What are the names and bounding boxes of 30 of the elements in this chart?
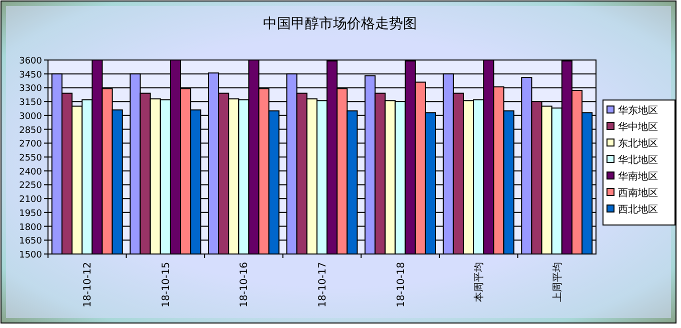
y-tick-label: 2250 (19, 181, 42, 192)
y-tick-label: 1500 (19, 250, 42, 260)
legend-label: 华北地区 (618, 154, 658, 166)
y-tick-label: 2400 (19, 167, 42, 178)
y-tick-label: 3150 (19, 98, 42, 108)
x-tick-label: 上周平均 (551, 262, 564, 302)
y-tick-label: 1650 (19, 236, 42, 247)
x-tick-label: 18-10-16 (239, 262, 250, 308)
y-tick-label: 2100 (19, 195, 42, 206)
x-tick-label: 18-10-18 (396, 262, 407, 308)
chart-title: 中国甲醇市场价格走势图 (263, 16, 417, 32)
y-tick-label: 3000 (19, 112, 42, 122)
legend-label: 西南地区 (618, 187, 658, 199)
legend-label: 华南地区 (618, 170, 658, 182)
y-tick-label: 1800 (19, 222, 42, 233)
x-tick-label: 18-10-12 (82, 262, 94, 308)
legend-label: 华中地区 (618, 121, 658, 133)
legend-label: 华东地区 (618, 104, 658, 116)
y-tick-label: 2700 (19, 140, 42, 150)
x-tick-label: 18-10-15 (160, 262, 172, 308)
y-tick-label: 2550 (19, 154, 42, 164)
x-tick-label: 本周平均 (473, 262, 486, 302)
y-tick-label: 2850 (19, 126, 42, 136)
legend-label: 西北地区 (618, 204, 658, 216)
y-tick-label: 3300 (19, 84, 42, 94)
legend-label: 东北地区 (618, 138, 658, 150)
y-tick-label: 1950 (19, 208, 42, 219)
y-tick-label: 3450 (19, 70, 42, 80)
y-tick-label: 3600 (19, 56, 42, 66)
x-tick-label: 18-10-17 (318, 262, 328, 308)
